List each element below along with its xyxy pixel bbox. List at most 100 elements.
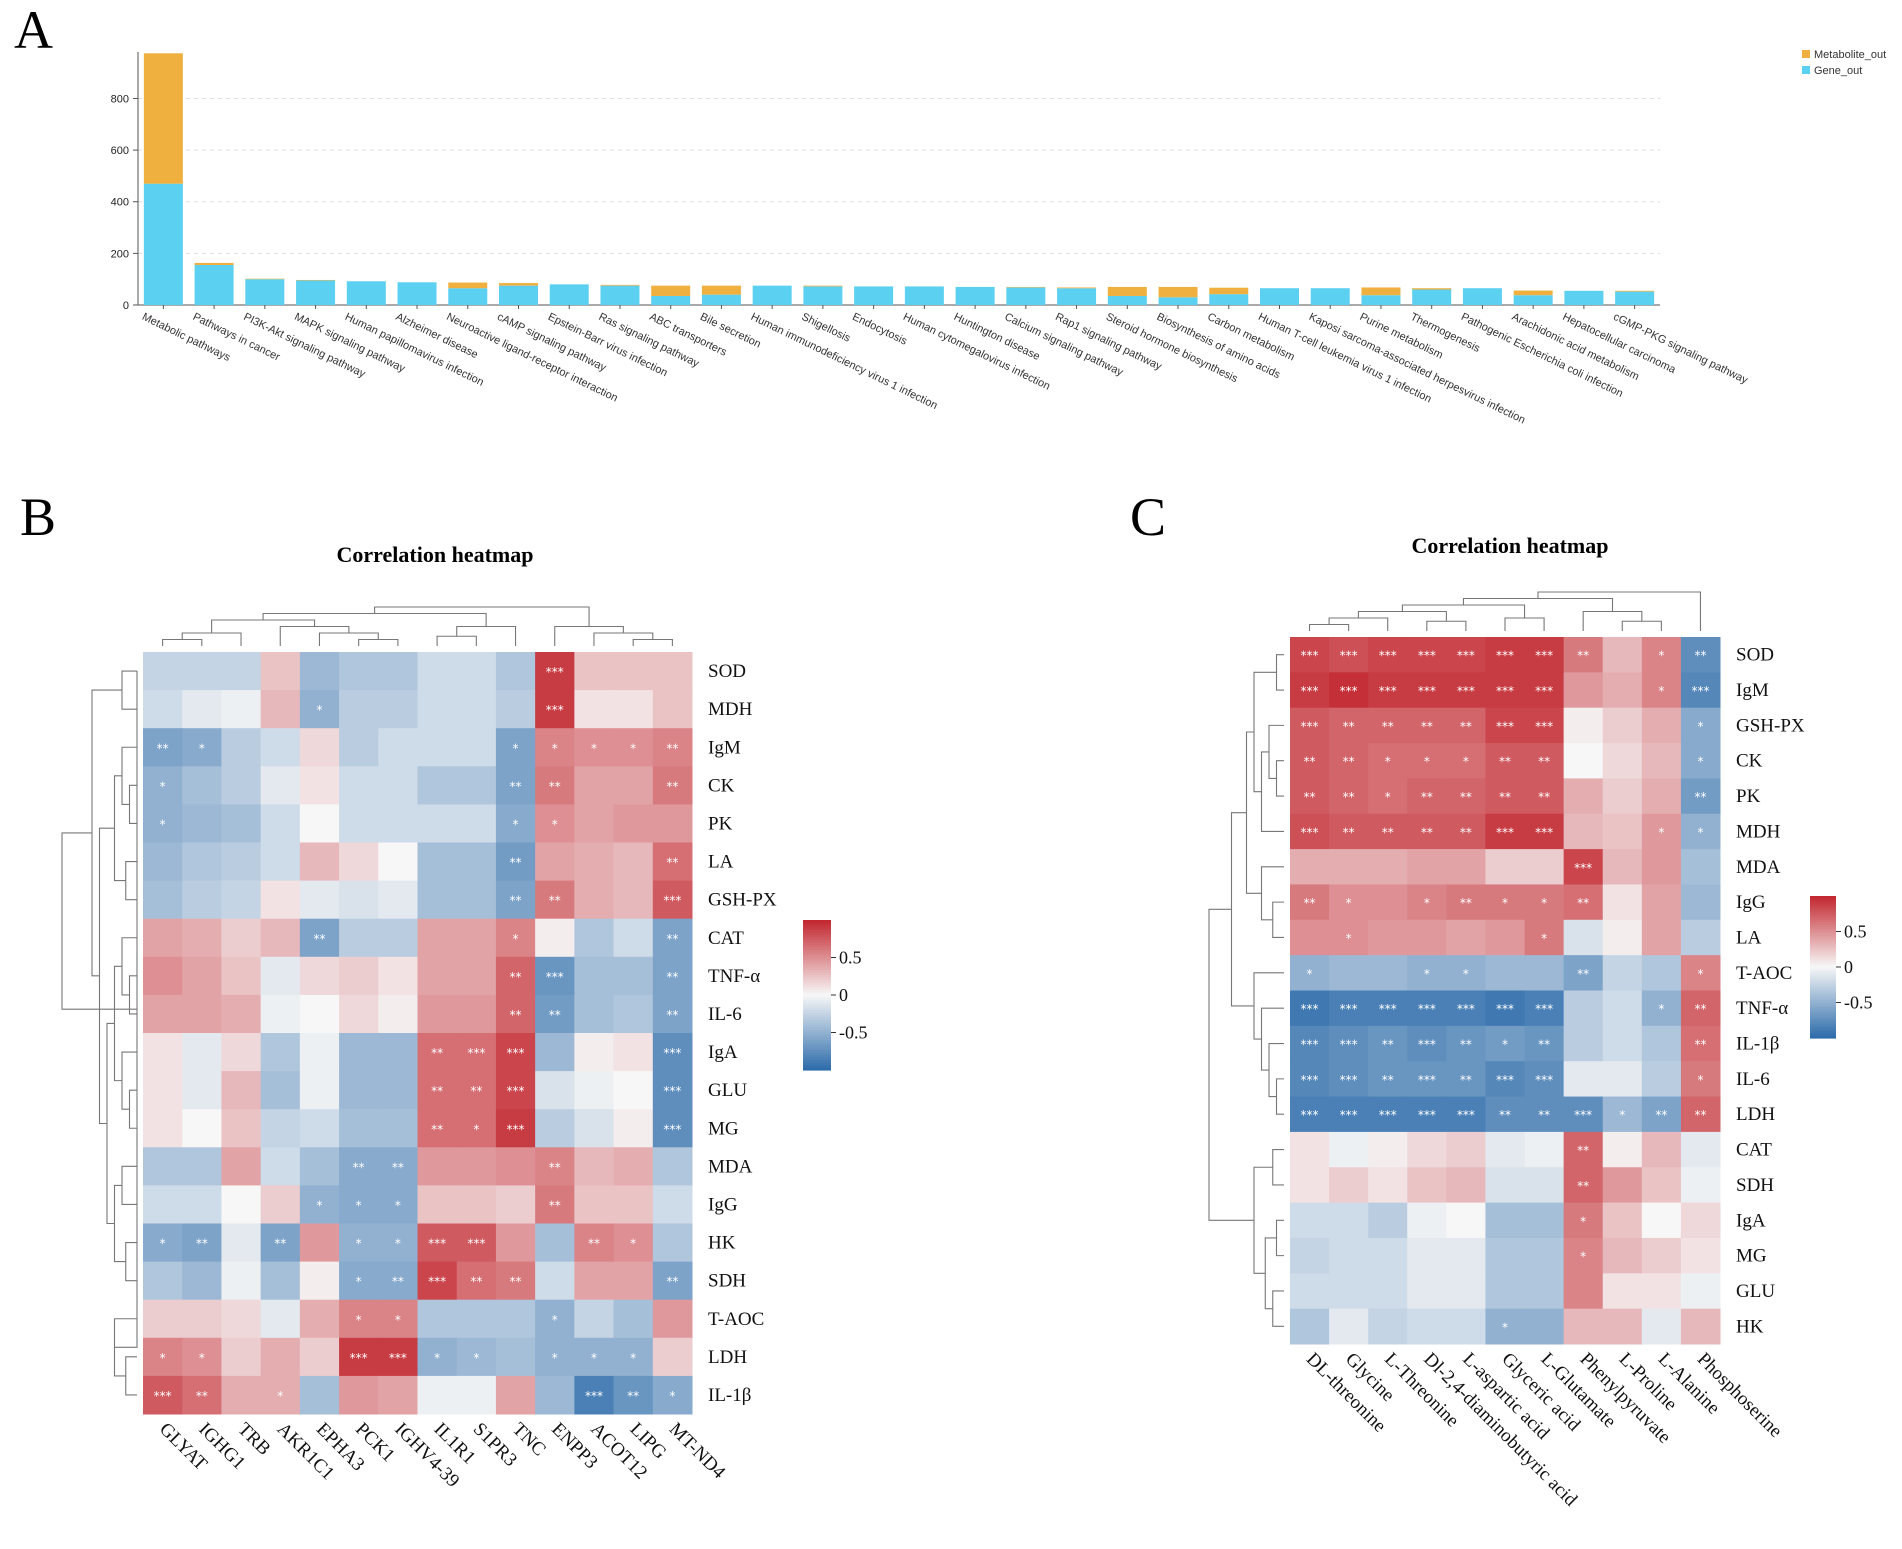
heatmap-cell <box>495 1261 536 1301</box>
colorbar-step <box>803 925 831 929</box>
heatmap-cell <box>1446 884 1486 921</box>
colorbar-step <box>1810 952 1836 956</box>
heatmap-cell <box>1290 1167 1330 1204</box>
heatmap-cell <box>456 1147 497 1186</box>
heatmap-cell <box>495 804 536 843</box>
heatmap-cell <box>1524 1096 1565 1133</box>
row-label: LA <box>708 852 734 873</box>
colorbar-step <box>1810 1009 1836 1013</box>
colorbar-step <box>803 1030 831 1034</box>
heatmap-cell <box>1680 884 1721 921</box>
heatmap-cell <box>1641 637 1682 673</box>
colorbar-step <box>803 1057 831 1061</box>
significance-mark: *** <box>1496 719 1514 733</box>
colorbar-step <box>803 1005 831 1009</box>
heatmap-cell <box>1680 1237 1721 1274</box>
heatmap-cell <box>535 728 575 767</box>
heatmap-cell <box>1563 919 1604 956</box>
row-label: IL-6 <box>708 1004 742 1025</box>
significance-mark: ** <box>1343 825 1355 839</box>
heatmap-cell <box>1290 707 1330 744</box>
colorbar-step <box>1810 1011 1836 1015</box>
heatmap-cell <box>378 1223 418 1263</box>
heatmap-cell <box>143 1071 183 1110</box>
colorbar-step <box>1810 1030 1836 1034</box>
heatmap-cell <box>143 1337 183 1377</box>
heatmap-cell <box>339 1223 379 1263</box>
heatmap-cell <box>1602 813 1643 850</box>
colorbar-step <box>1810 898 1836 902</box>
heatmap-cell <box>378 880 418 920</box>
col-dendrogram-branch <box>1537 591 1701 631</box>
bar-gene-out <box>346 281 386 305</box>
significance-mark: ** <box>431 1084 443 1098</box>
colorbar-step <box>803 1052 831 1056</box>
bar-gene-out <box>296 280 336 305</box>
heatmap-cell <box>143 1375 183 1415</box>
heatmap-cell <box>1563 1131 1604 1168</box>
bar-gene-out <box>803 286 843 305</box>
heatmap-cell <box>1368 1131 1408 1168</box>
colorbar-step <box>803 1027 831 1031</box>
heatmap-cell <box>339 1375 379 1415</box>
heatmap-cell <box>1641 1167 1682 1204</box>
heatmap-cell <box>1641 672 1682 709</box>
heatmap-cell <box>535 804 575 843</box>
heatmap-c-title: Correlation heatmap <box>1412 533 1609 558</box>
heatmap-cell <box>182 1071 222 1110</box>
colorbar-step <box>803 1000 831 1004</box>
heatmap-cell <box>1485 672 1526 709</box>
row-dendrogram-branch <box>128 975 137 1015</box>
heatmap-cell <box>417 1261 458 1301</box>
heatmap-cell <box>339 918 379 958</box>
panel-a-label: A <box>14 0 53 60</box>
heatmap-cell <box>535 1109 575 1148</box>
heatmap-cell <box>1368 955 1408 991</box>
heatmap-cell <box>652 766 693 805</box>
heatmap-cell <box>652 1375 693 1415</box>
significance-mark: ** <box>1694 649 1706 663</box>
heatmap-cell <box>495 994 536 1034</box>
row-label: IL-6 <box>1736 1069 1770 1090</box>
heatmap-cell <box>260 994 301 1034</box>
significance-mark: ** <box>510 1275 522 1289</box>
significance-mark: ** <box>1499 755 1511 769</box>
significance-mark: ** <box>1343 719 1355 733</box>
row-dendrogram-branch <box>1253 671 1277 793</box>
significance-mark: ** <box>1577 967 1589 981</box>
colorbar-step <box>803 1035 831 1039</box>
significance-mark: * <box>1697 755 1703 769</box>
heatmap-cell <box>495 1337 536 1377</box>
heatmap-cell <box>1407 1131 1447 1168</box>
heatmap-cell <box>339 1261 379 1301</box>
heatmap-cell <box>574 728 615 767</box>
heatmap-cell <box>1329 707 1369 744</box>
heatmap-cell <box>495 918 536 958</box>
heatmap-cell <box>1602 778 1643 815</box>
heatmap-cell <box>1641 884 1682 921</box>
heatmap-cell <box>1446 637 1486 673</box>
significance-mark: * <box>1658 825 1664 839</box>
significance-mark: ** <box>1655 1108 1667 1122</box>
significance-mark: *** <box>1340 1108 1358 1122</box>
heatmap-cell <box>1329 1202 1369 1239</box>
row-label: T-AOC <box>708 1309 764 1330</box>
heatmap-cell <box>495 766 536 805</box>
heatmap-cell <box>1524 849 1565 885</box>
significance-mark: *** <box>546 703 564 717</box>
heatmap-cell <box>417 1109 458 1148</box>
colorbar-step <box>1810 917 1836 921</box>
heatmap-cell <box>495 1185 536 1224</box>
heatmap-cell <box>221 1261 262 1301</box>
significance-mark: *** <box>507 1084 525 1098</box>
heatmap-cell <box>456 652 497 691</box>
row-label: IgM <box>708 737 741 758</box>
colorbar-step <box>803 922 831 926</box>
colorbar-tick-label: -0.5 <box>839 1023 868 1043</box>
heatmap-cell <box>221 1223 262 1263</box>
heatmap-cell <box>1524 1273 1565 1310</box>
row-dendrogram-branch <box>125 1242 137 1282</box>
heatmap-cell <box>182 1147 222 1186</box>
heatmap-cell <box>1290 743 1330 779</box>
row-dendrogram-branch <box>128 1089 137 1129</box>
